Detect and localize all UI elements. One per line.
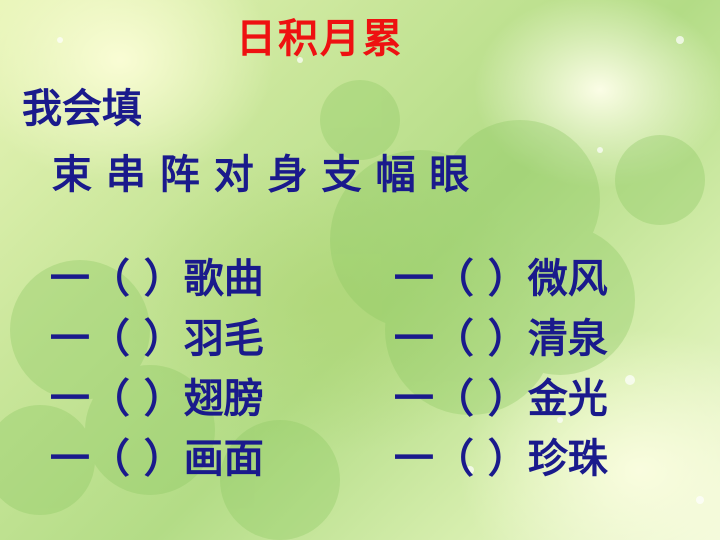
blank-prefix: 一（ ） (49, 256, 184, 302)
noun-text: 羽毛 (183, 316, 264, 362)
exercise-heading: 我会填 (22, 86, 142, 132)
blank-prefix: 一（ ） (49, 376, 184, 422)
right-row-2: 一（ ）清泉 (366, 260, 608, 364)
blank-prefix: 一（ ） (49, 316, 184, 362)
noun-text: 歌曲 (183, 256, 264, 302)
left-row-3: 一（ ）翅膀 (22, 320, 264, 424)
right-row-4: 一（ ）珍珠 (366, 380, 608, 484)
left-row-4: 一（ ）画面 (22, 380, 264, 484)
noun-text: 珍珠 (527, 436, 608, 482)
blank-prefix: 一（ ） (393, 256, 528, 302)
noun-text: 微风 (527, 256, 608, 302)
blank-prefix: 一（ ） (393, 436, 528, 482)
right-row-3: 一（ ）金光 (366, 320, 608, 424)
noun-text: 清泉 (527, 316, 608, 362)
noun-text: 画面 (183, 436, 264, 482)
noun-text: 金光 (527, 376, 608, 422)
noun-text: 翅膀 (183, 376, 264, 422)
left-row-2: 一（ ）羽毛 (22, 260, 264, 364)
blank-prefix: 一（ ） (393, 316, 528, 362)
blank-prefix: 一（ ） (49, 436, 184, 482)
blank-prefix: 一（ ） (393, 376, 528, 422)
measure-word-bank: 束 串 阵 对 身 支 幅 眼 (38, 152, 470, 198)
page-title: 日积月累 (236, 16, 404, 62)
right-row-1: 一（ ）微风 (366, 200, 608, 304)
left-row-1: 一（ ）歌曲 (22, 200, 264, 304)
